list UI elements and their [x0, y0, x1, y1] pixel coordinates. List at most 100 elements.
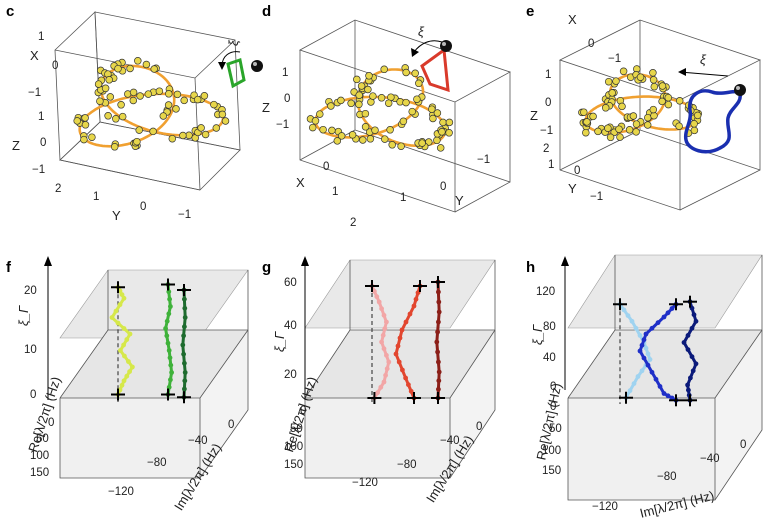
data-point: [428, 105, 436, 113]
axis-label-z: Z: [530, 108, 538, 123]
front-floor: [60, 398, 200, 478]
trajectory-point: [163, 326, 169, 331]
data-point: [355, 100, 363, 109]
data-point: [418, 139, 426, 147]
re-tick: 100: [542, 445, 561, 457]
trajectory-group: [365, 276, 445, 404]
trajectory-point: [168, 362, 174, 368]
trajectory-point: [681, 340, 687, 345]
data-point: [144, 90, 153, 98]
box-top-front: [54, 39, 236, 79]
data-point: [658, 97, 666, 106]
data-point: [133, 137, 141, 146]
data-point: [88, 133, 96, 141]
data-point: [399, 117, 408, 126]
trajectory-point: [408, 388, 414, 394]
trajectory-point: [127, 331, 133, 337]
data-point: [201, 130, 210, 139]
data-point: [172, 105, 180, 113]
data-point: [365, 72, 373, 80]
data-point: [643, 121, 652, 129]
data-point: [386, 126, 394, 134]
trajectory-point: [393, 351, 399, 357]
im-tick: −80: [657, 471, 677, 483]
trajectory-point: [625, 313, 631, 318]
z-tick: 20: [24, 285, 37, 297]
z-axis-arrowhead: [44, 256, 52, 266]
axis-label-y: Y: [568, 181, 577, 196]
z-tick: 20: [284, 369, 297, 381]
data-point: [619, 67, 628, 76]
data-point: [168, 134, 177, 143]
data-point: [625, 126, 634, 134]
data-point: [649, 69, 657, 77]
trajectory-point: [411, 303, 417, 309]
data-point: [361, 123, 370, 131]
z-tick: 10: [24, 344, 37, 356]
tick-y: −1: [590, 191, 603, 203]
data-point: [436, 144, 445, 152]
data-point: [594, 127, 602, 136]
trajectory-point: [166, 311, 172, 317]
trajectory-point: [167, 355, 173, 361]
data-point: [371, 126, 379, 134]
trajectory-point: [669, 306, 675, 311]
data-point: [319, 125, 327, 134]
data-point: [402, 68, 410, 77]
data-point: [180, 96, 188, 105]
data-point: [649, 76, 658, 84]
data-point: [328, 126, 336, 135]
data-point: [129, 88, 138, 97]
trajectory-group: [613, 295, 699, 407]
im-tick: 0: [740, 439, 746, 451]
data-point: [104, 112, 112, 120]
knot-curve: [314, 68, 447, 148]
panel-label: d: [262, 3, 271, 20]
tick-z: −1: [32, 164, 45, 176]
trajectory-point: [127, 369, 132, 374]
trajectory-point: [686, 387, 691, 393]
xi-label: ξ: [418, 24, 425, 39]
data-point: [384, 99, 393, 107]
trajectory-point: [397, 335, 403, 341]
trajectory-point: [655, 320, 661, 326]
data-point: [580, 108, 588, 116]
trajectory-point: [691, 312, 697, 318]
trajectory-point: [665, 393, 671, 399]
data-point: [134, 57, 142, 65]
trajectory-point: [436, 289, 441, 295]
data-point: [438, 128, 446, 136]
xi-arrow: [679, 71, 729, 77]
sphere-highlight: [253, 62, 257, 66]
trajectory-point: [182, 370, 188, 375]
trajectory-point: [685, 347, 691, 352]
z-tick: 0: [30, 389, 36, 401]
re-tick: 50: [290, 423, 303, 435]
data-point: [601, 104, 610, 112]
data-point: [200, 92, 209, 100]
front-floor: [305, 398, 450, 478]
trajectory-point: [436, 309, 442, 315]
top-plane: [567, 254, 763, 329]
tick-y: 2: [55, 183, 61, 195]
box-edge: [679, 169, 761, 211]
tick-y: 1: [548, 159, 554, 171]
trajectory-point: [436, 369, 442, 375]
trajectory-point: [621, 307, 627, 313]
trajectory-point: [382, 326, 388, 332]
data-point: [675, 97, 684, 105]
data-point: [369, 92, 377, 100]
data-point: [415, 79, 423, 88]
data-point: [690, 126, 699, 135]
box-edge: [299, 129, 356, 161]
trajectory-point: [645, 351, 651, 357]
trajectory-point: [182, 324, 187, 330]
data-point: [73, 117, 81, 125]
im-tick: −40: [700, 453, 720, 465]
data-point: [126, 64, 134, 73]
trajectory-point: [375, 390, 380, 396]
trajectory-point: [653, 376, 659, 382]
trajectory-point: [629, 318, 635, 324]
data-point: [377, 94, 386, 102]
